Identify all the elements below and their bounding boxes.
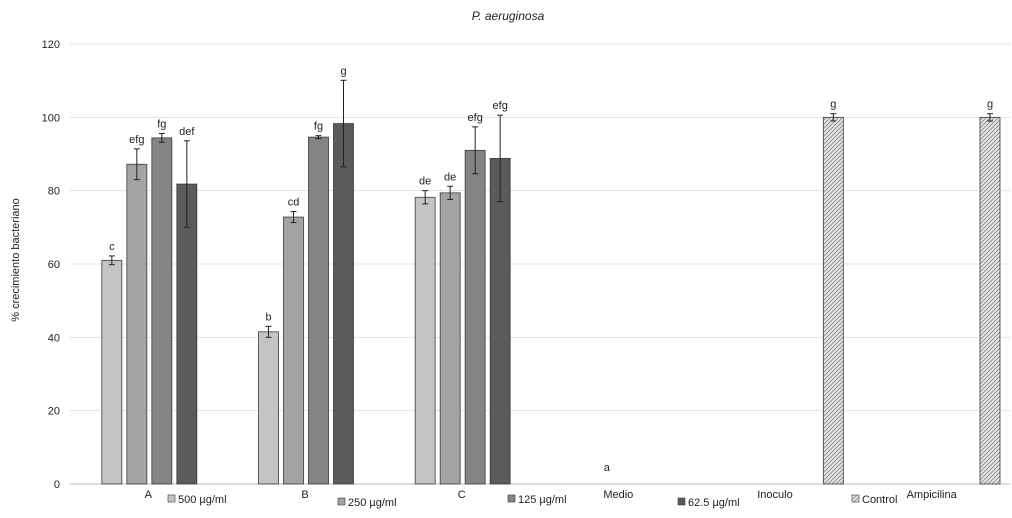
bar — [439, 192, 461, 485]
bar — [151, 137, 173, 485]
bar — [308, 136, 329, 485]
legend-swatch — [337, 497, 346, 506]
bar — [414, 196, 436, 485]
chart-title: P. aeruginosa — [472, 9, 545, 23]
significance-label: b — [265, 311, 271, 323]
x-tick-label: Medio — [603, 489, 633, 501]
bar — [464, 149, 486, 485]
y-axis-label: % crecimiento bacteriano — [10, 198, 22, 322]
significance-label: a — [604, 462, 611, 474]
bar — [283, 216, 304, 485]
y-tick-label: 40 — [48, 332, 60, 344]
x-tick-label: A — [145, 489, 153, 501]
legend-label: 125 µg/ml — [518, 494, 567, 506]
legend-swatch — [677, 497, 686, 506]
bar — [258, 331, 279, 485]
bars — [101, 79, 1001, 485]
significance-label: cd — [288, 197, 300, 209]
significance-label: g — [830, 99, 836, 111]
legend-label: 500 µg/ml — [178, 494, 227, 506]
significance-label: g — [987, 99, 993, 111]
axes: 0 20 40 60 80 100 120 A B C Medio Inoculo Ampicilina — [42, 39, 1010, 501]
legend-swatch — [851, 494, 860, 503]
legend-label: Control — [862, 494, 897, 506]
significance-label: de — [419, 176, 431, 188]
bar — [101, 259, 123, 485]
significance-label: efg — [129, 134, 144, 146]
significance-label: c — [109, 241, 115, 253]
x-tick-label: C — [458, 489, 466, 501]
x-tick-label: Ampicilina — [907, 489, 958, 501]
legend-swatch — [167, 494, 176, 503]
significance-label: g — [340, 65, 346, 77]
legend-label: 250 µg/ml — [348, 497, 397, 509]
bar — [333, 123, 354, 485]
significance-label: def — [179, 126, 195, 138]
y-tick-label: 20 — [48, 406, 60, 418]
y-tick-label: 80 — [48, 186, 60, 198]
grid-lines — [70, 43, 1010, 412]
legend: 500 µg/ml 250 µg/ml 125 µg/ml 62.5 µg/ml Con… — [167, 494, 897, 509]
x-tick-label: Inoculo — [757, 489, 792, 501]
bar — [176, 183, 198, 485]
y-tick-label: 100 — [42, 112, 60, 124]
significance-label: efg — [468, 112, 483, 124]
significance-label: fg — [157, 118, 166, 130]
bar — [489, 157, 511, 485]
legend-swatch — [507, 494, 516, 503]
y-tick-label: 120 — [42, 39, 60, 51]
significance-label: efg — [493, 100, 508, 112]
legend-label: 62.5 µg/ml — [688, 497, 740, 509]
y-tick-label: 60 — [48, 259, 60, 271]
bar — [979, 116, 1001, 485]
significance-label: de — [444, 171, 456, 183]
x-tick-label: B — [301, 489, 308, 501]
y-tick-label: 0 — [54, 479, 60, 491]
bar — [822, 116, 844, 485]
significance-label: fg — [314, 121, 323, 133]
bar — [126, 163, 148, 485]
